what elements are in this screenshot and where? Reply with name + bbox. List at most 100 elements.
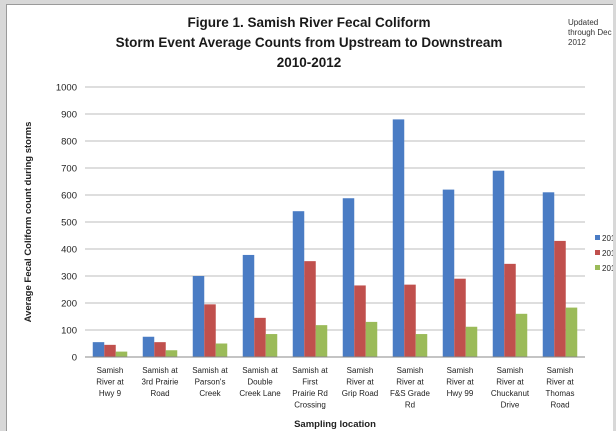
bar-2010-7: [392, 119, 405, 358]
legend: 2010 2011 2012: [595, 234, 613, 273]
x-category-line: Samish at: [192, 366, 228, 375]
x-category-line: Drive: [501, 401, 520, 410]
y-tick-label: 700: [61, 164, 77, 175]
x-category-label: Samish at 3rd Prairie Road: [142, 366, 179, 398]
y-tick-label: 600: [61, 191, 77, 202]
bar-2012-1: [115, 351, 128, 357]
x-category-line: Rd: [405, 401, 415, 410]
bar-2011-2: [154, 342, 166, 357]
x-category-line: Samish at: [292, 366, 328, 375]
legend-swatch-2010: [595, 235, 600, 240]
x-category-line: F&S Grade: [390, 389, 431, 398]
bar-2011-7: [404, 284, 416, 357]
bar-2011-10: [554, 240, 566, 357]
bar-2011-5: [304, 261, 316, 357]
y-tick-label: 900: [61, 110, 77, 121]
legend-label-2012: 2012: [602, 264, 613, 273]
x-category-line: River at: [546, 378, 574, 387]
bar-2011-6: [354, 285, 366, 357]
bar-2012-10: [565, 307, 578, 357]
gridlines: [85, 86, 585, 331]
bar-2012-3: [215, 343, 228, 357]
x-category-line: Road: [550, 401, 569, 410]
legend-label-2011: 2011: [602, 249, 613, 258]
x-category-line: Samish: [347, 366, 374, 375]
bar-2012-7: [415, 334, 428, 357]
bar-2011-3: [204, 304, 216, 357]
x-category-line: Samish: [497, 366, 524, 375]
x-category-label: Samish River at Hwy 99: [446, 366, 474, 398]
bar-2012-6: [365, 321, 378, 357]
y-tick-label: 1000: [56, 83, 77, 94]
x-category-line: Thomas: [546, 389, 575, 398]
bar-2011-8: [454, 278, 466, 357]
bar-2010-6: [342, 198, 355, 357]
x-category-line: Grip Road: [342, 389, 378, 398]
x-category-line: Creek: [199, 389, 221, 398]
update-note-line-3: 2012: [568, 38, 586, 47]
x-category-line: Parson's: [195, 378, 226, 387]
update-note-line-2: through Dec: [568, 28, 612, 37]
x-category-line: Road: [150, 389, 169, 398]
bar-2010-5: [292, 211, 305, 357]
bar-2010-1: [92, 342, 105, 357]
x-axis-categories: Samish River at Hwy 9 Samish at 3rd Prairie R…: [96, 366, 574, 410]
x-category-line: Samish at: [242, 366, 278, 375]
y-tick-label: 800: [61, 137, 77, 148]
bar-2010-2: [142, 336, 155, 357]
bar-chart: Figure 1. Samish River Fecal Coliform St…: [23, 15, 613, 430]
x-category-line: Samish: [97, 366, 124, 375]
x-category-line: River at: [96, 378, 124, 387]
y-tick-label: 200: [61, 299, 77, 310]
bar-2010-10: [542, 192, 555, 357]
x-category-line: Hwy 9: [99, 389, 122, 398]
update-note: Updated through Dec 2012: [568, 18, 612, 47]
x-category-line: Prairie Rd: [292, 389, 328, 398]
x-category-line: Creek Lane: [239, 389, 281, 398]
x-category-label: Samish River at F&S Grade Rd: [390, 366, 431, 410]
title-line-3: 2010-2012: [277, 55, 342, 70]
y-axis-ticks: 0 100 200 300 400 500 600 700 800 900 1000: [56, 83, 77, 364]
y-tick-label: 0: [72, 353, 77, 364]
x-category-label: Samish River at Thomas Road: [546, 366, 575, 410]
y-axis-title: Average Fecal Coliform count during stor…: [23, 122, 34, 323]
x-category-line: First: [302, 378, 318, 387]
update-note-line-1: Updated: [568, 18, 598, 27]
x-category-label: Samish at First Prairie Rd Crossing: [292, 366, 328, 410]
x-category-line: 3rd Prairie: [142, 378, 179, 387]
title-line-1: Figure 1. Samish River Fecal Coliform: [187, 15, 430, 30]
chart-title: Figure 1. Samish River Fecal Coliform St…: [116, 15, 503, 70]
x-category-label: Samish at Parson's Creek: [192, 366, 228, 398]
x-category-label: Samish River at Grip Road: [342, 366, 378, 398]
x-category-line: Hwy 99: [447, 389, 474, 398]
y-tick-label: 500: [61, 218, 77, 229]
bar-2012-9: [515, 313, 528, 357]
bar-2010-8: [442, 189, 455, 357]
legend-swatch-2011: [595, 250, 600, 255]
x-category-line: Samish: [397, 366, 424, 375]
bar-2010-9: [492, 170, 505, 357]
bar-2010-4: [242, 254, 255, 357]
bar-2011-9: [504, 263, 516, 357]
x-category-label: Samish at Double Creek Lane: [239, 366, 281, 398]
bar-2011-1: [104, 344, 116, 357]
bars: [92, 119, 578, 358]
x-axis-title: Sampling location: [294, 419, 376, 430]
x-category-line: Chuckanut: [491, 389, 530, 398]
x-category-line: Samish: [547, 366, 574, 375]
x-category-line: Samish at: [142, 366, 178, 375]
x-category-line: Crossing: [294, 401, 326, 410]
bar-2012-8: [465, 326, 478, 357]
x-category-label: Samish River at Hwy 9: [96, 366, 124, 398]
y-tick-label: 400: [61, 245, 77, 256]
y-tick-label: 300: [61, 272, 77, 283]
x-category-line: River at: [346, 378, 374, 387]
x-category-line: River at: [446, 378, 474, 387]
chart-frame: Figure 1. Samish River Fecal Coliform St…: [6, 4, 613, 431]
y-tick-label: 100: [61, 326, 77, 337]
bar-2012-2: [165, 350, 178, 357]
bar-2012-5: [315, 325, 328, 357]
bar-2012-4: [265, 334, 278, 357]
legend-swatch-2012: [595, 265, 600, 270]
title-line-2: Storm Event Average Counts from Upstream…: [116, 35, 503, 50]
